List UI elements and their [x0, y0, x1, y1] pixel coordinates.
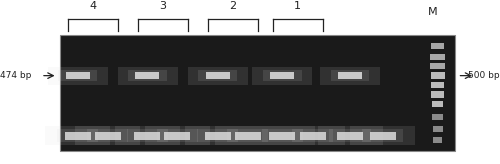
Bar — [86, 129, 128, 142]
Bar — [115, 126, 180, 145]
Bar — [56, 129, 98, 142]
Bar — [430, 63, 445, 69]
Bar — [45, 126, 110, 145]
Bar — [234, 132, 260, 140]
Text: 4: 4 — [89, 1, 96, 11]
Bar — [156, 129, 198, 142]
Bar — [370, 132, 396, 140]
Bar — [270, 132, 295, 140]
Bar — [206, 72, 230, 79]
Bar — [226, 129, 268, 142]
Bar — [164, 132, 190, 140]
Bar — [134, 132, 160, 140]
Bar — [350, 126, 415, 145]
Bar — [337, 132, 363, 140]
Text: 474 bp: 474 bp — [0, 71, 32, 80]
Bar — [64, 132, 90, 140]
Text: 1: 1 — [294, 1, 301, 11]
Bar — [270, 72, 294, 79]
Bar — [75, 126, 140, 145]
Bar — [94, 132, 120, 140]
Bar — [262, 129, 304, 142]
Bar — [432, 101, 443, 107]
Bar — [126, 129, 168, 142]
Bar — [48, 67, 108, 84]
Text: M: M — [428, 7, 438, 17]
Bar — [432, 126, 442, 133]
Text: 500 bp: 500 bp — [468, 71, 500, 80]
Bar — [204, 132, 231, 140]
Bar — [338, 72, 362, 79]
Bar — [185, 126, 250, 145]
Bar — [198, 70, 236, 81]
Bar — [433, 137, 442, 144]
Bar — [431, 91, 444, 98]
Bar — [58, 70, 96, 81]
Bar — [320, 67, 380, 84]
Bar — [431, 82, 444, 88]
Bar — [66, 72, 90, 79]
Bar — [430, 72, 444, 79]
Bar — [252, 67, 312, 84]
Bar — [145, 126, 210, 145]
Bar — [430, 54, 445, 60]
Bar — [188, 67, 248, 84]
Bar — [280, 126, 345, 145]
Text: 3: 3 — [159, 1, 166, 11]
Bar — [329, 129, 371, 142]
Bar — [128, 70, 166, 81]
Bar — [118, 67, 178, 84]
Bar — [196, 129, 238, 142]
Bar — [300, 132, 326, 140]
Bar — [362, 129, 404, 142]
Bar — [318, 126, 382, 145]
Bar — [432, 113, 443, 120]
Bar — [215, 126, 280, 145]
Bar — [60, 35, 455, 151]
Bar — [292, 129, 334, 142]
Bar — [264, 70, 302, 81]
Bar — [136, 72, 160, 79]
Bar — [431, 42, 444, 49]
Bar — [250, 126, 315, 145]
Text: 2: 2 — [229, 1, 236, 11]
Bar — [331, 70, 369, 81]
